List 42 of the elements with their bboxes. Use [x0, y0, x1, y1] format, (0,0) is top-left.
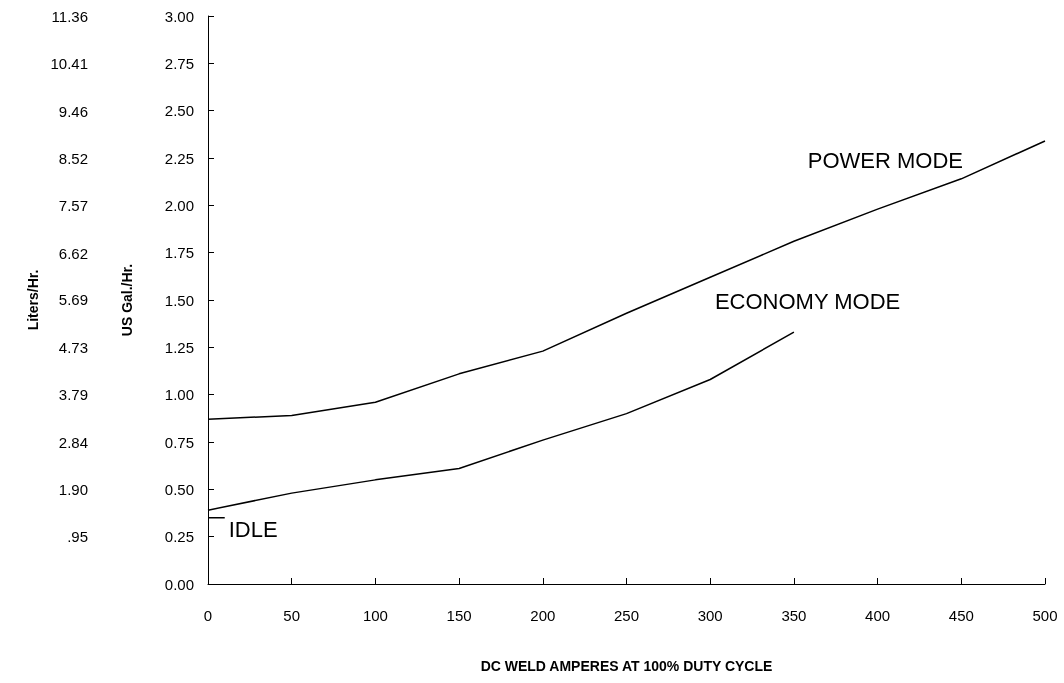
x-axis-title: DC WELD AMPERES AT 100% DUTY CYCLE — [480, 658, 773, 674]
y2-tick-label: 7.57 — [58, 197, 88, 214]
y2-tick-label: 11.36 — [51, 7, 88, 25]
y2-axis-title: Liters/Hr. — [24, 269, 41, 331]
y2-tick-label: 6.62 — [58, 244, 88, 262]
x-tick-label: 250 — [613, 607, 640, 624]
y-tick-label: 2.75 — [164, 54, 194, 72]
x-tick-label: 150 — [446, 607, 472, 624]
y2-tick-label: 10.41 — [50, 55, 88, 72]
annotation: IDLE — [228, 517, 278, 543]
y-axis-title: US Gal./Hr. — [119, 263, 135, 337]
x-tick-label: 400 — [865, 607, 891, 624]
y2-tick-label: 9.46 — [58, 102, 88, 120]
y-tick-label: 1.00 — [164, 386, 194, 404]
x-tick-label: 50 — [283, 607, 301, 624]
y2-tick-label: 8.52 — [58, 149, 88, 167]
y2-tick-label: 3.79 — [58, 386, 88, 403]
x-tick-label: 300 — [697, 607, 723, 624]
y2-tick-label: 2.84 — [58, 433, 88, 451]
y-tick-label: 2.50 — [164, 102, 194, 120]
y-tick-label: 1.75 — [164, 244, 194, 262]
y2-tick-label: 1.90 — [58, 480, 88, 498]
y-tick-label: 0.50 — [164, 480, 194, 498]
x-tick-label: 500 — [1032, 607, 1058, 624]
series-label: POWER MODE — [807, 148, 963, 174]
x-tick-label: 100 — [362, 607, 388, 624]
y2-tick-label: 5.69 — [58, 291, 88, 308]
y2-tick-label: 4.73 — [58, 339, 88, 356]
x-tick-label: 200 — [530, 607, 556, 624]
y-tick-label: 0.25 — [164, 528, 194, 546]
y-tick-label: 0.00 — [164, 575, 194, 593]
y-tick-label: 2.25 — [164, 149, 194, 167]
y-tick-label: 2.00 — [164, 196, 194, 214]
x-tick-label: 350 — [781, 607, 807, 624]
series-label: ECONOMY MODE — [714, 288, 901, 314]
x-tick-label: 0 — [203, 607, 213, 624]
y-tick-label: 1.25 — [164, 338, 194, 356]
y-tick-label: 3.00 — [164, 7, 194, 25]
x-tick-label: 450 — [948, 607, 974, 624]
y-tick-label: 1.50 — [164, 291, 194, 309]
y2-tick-label: .95 — [67, 528, 88, 545]
y-tick-label: 0.75 — [164, 433, 194, 451]
